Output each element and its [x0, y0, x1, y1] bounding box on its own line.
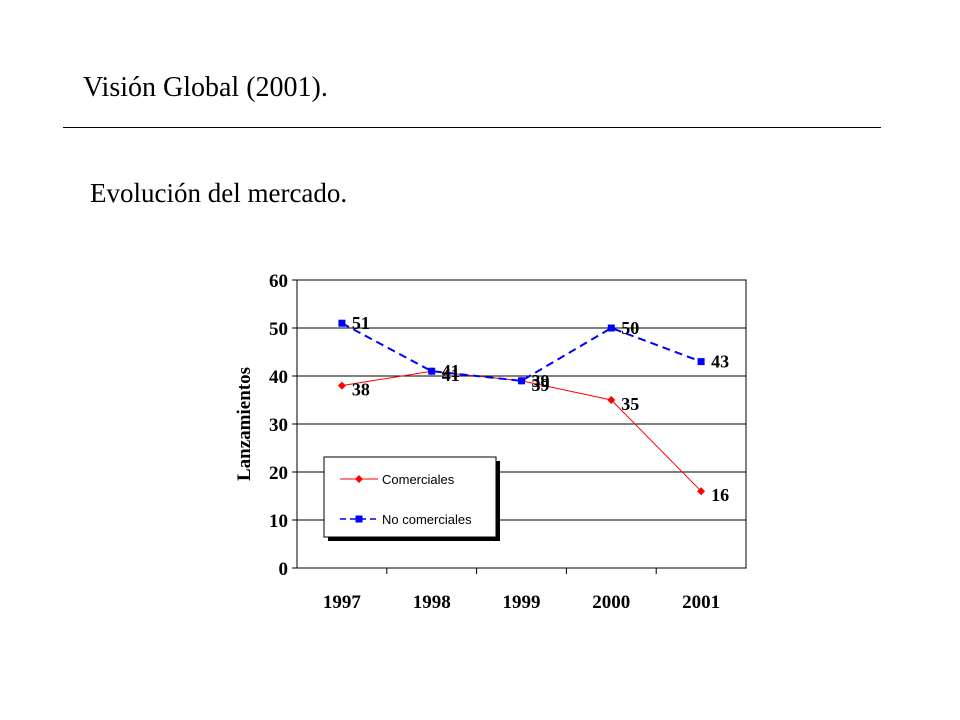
- y-tick-label: 50: [269, 319, 288, 340]
- x-tick-label: 1997: [323, 592, 362, 613]
- series-0-point: [697, 487, 706, 496]
- x-tick-label: 1999: [503, 592, 541, 613]
- series-1-point: [428, 367, 436, 375]
- title-divider: [63, 127, 881, 128]
- data-label: 43: [711, 352, 729, 372]
- y-tick-label: 30: [269, 415, 288, 436]
- legend-label: No comerciales: [382, 512, 472, 527]
- series-0-point: [607, 396, 616, 404]
- series-1-point: [697, 358, 705, 366]
- data-label: 39: [532, 375, 550, 395]
- data-label: 35: [621, 394, 639, 414]
- series-line-1: [341, 322, 702, 382]
- y-axis: 0 10 20 30 40 50 60: [269, 271, 297, 580]
- y-tick-label: 60: [269, 271, 288, 292]
- slide-subtitle: Evolución del mercado.: [90, 178, 348, 208]
- x-tick-label: 2001: [682, 592, 720, 613]
- data-label: 51: [352, 313, 370, 333]
- legend-marker: [355, 475, 363, 483]
- legend-marker: [355, 515, 363, 523]
- x-tick-label: 1998: [413, 592, 451, 613]
- y-tick-label: 40: [269, 367, 288, 388]
- data-label: 38: [352, 380, 370, 400]
- data-label: 41: [442, 361, 460, 381]
- series-layer: [337, 319, 706, 496]
- legend-label: Comerciales: [382, 472, 455, 487]
- x-axis: 1997 1998 1999 2000 2001: [323, 568, 720, 613]
- x-tick-label: 2000: [592, 592, 630, 613]
- y-axis-title: Lanzamientos: [234, 367, 255, 481]
- series-1-point: [338, 319, 346, 327]
- y-tick-label: 10: [269, 511, 288, 532]
- legend: Comerciales No comerciales: [323, 456, 500, 541]
- series-1-point: [607, 324, 615, 332]
- data-label: 39: [532, 371, 550, 391]
- data-label: 16: [711, 485, 729, 505]
- data-label: 41: [442, 365, 460, 385]
- series-0-point: [337, 381, 346, 390]
- legend-box: [323, 456, 497, 538]
- slide-title: Visión Global (2001).: [83, 72, 328, 103]
- y-tick-label: 20: [269, 463, 288, 484]
- y-tick-label: 0: [279, 559, 289, 580]
- series-1-point: [518, 377, 525, 385]
- data-labels: 38 41 39 35 16 51 41 39 50 43: [352, 313, 729, 505]
- data-label: 50: [621, 318, 639, 338]
